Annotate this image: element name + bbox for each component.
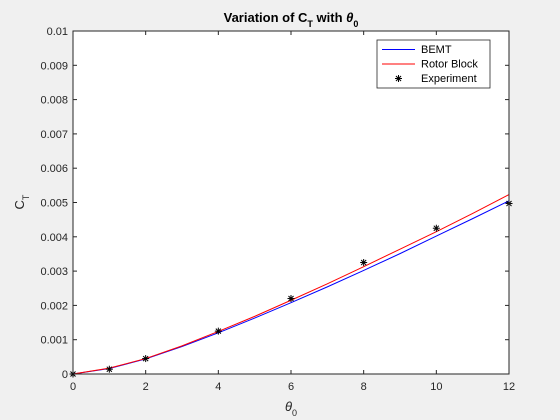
y-tick-label: 0.009 [40,60,68,72]
experiment-point [214,327,222,335]
x-tick-label: 2 [143,381,149,393]
y-tick-label: 0.006 [40,163,68,175]
x-tick-label: 6 [288,381,294,393]
chart-title-subscript: T [307,19,313,29]
x-axis-label: θ0 [285,399,297,418]
x-tick-label: 12 [503,381,515,393]
chart-title: Variation of CT with θ0 [224,10,359,29]
axes-box [72,30,510,375]
y-tick-label: 0.005 [40,198,68,210]
y-tick-label: 0.002 [40,300,68,312]
legend-label-experiment: Experiment [421,73,477,85]
legend-star-marker [395,75,402,82]
experiment-point [105,365,113,373]
experiment-point [287,295,295,303]
y-tick-label: 0.001 [40,335,68,347]
x-tick-label: 4 [215,381,221,393]
x-tick-label: 0 [70,381,76,393]
experiment-point [432,224,440,232]
y-tick-label: 0.01 [47,26,68,38]
x-tick-label: 8 [361,381,367,393]
y-tick-label: 0.003 [40,266,68,278]
legend-label-bemt: BEMT [421,44,452,56]
legend: BEMT Rotor Block Experiment [376,39,491,89]
legend-swatch-experiment [395,75,402,82]
x-tick-label: 10 [430,381,442,393]
y-tick-label: 0 [62,369,68,381]
experiment-point [142,355,150,363]
y-tick-label: 0.004 [40,232,68,244]
legend-label-rotor-block: Rotor Block [421,59,478,71]
experiment-point [360,259,368,267]
y-axis-label: CT [12,194,31,209]
y-tick-label: 0.008 [40,95,68,107]
x-axis-ticks: 0 2 4 6 8 10 12 [70,31,515,393]
y-tick-label: 0.007 [40,129,68,141]
